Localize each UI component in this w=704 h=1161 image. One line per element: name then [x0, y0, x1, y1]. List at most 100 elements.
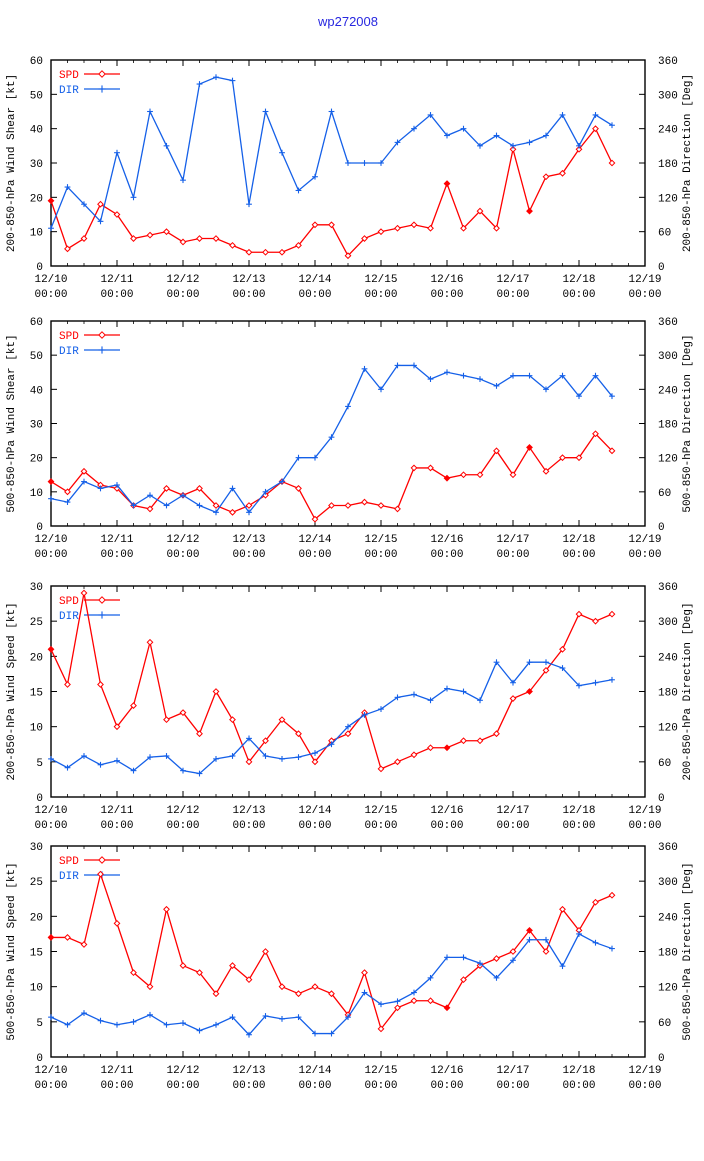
svg-text:200-850-hPa Wind Shear [kt]: 200-850-hPa Wind Shear [kt] — [6, 74, 18, 252]
svg-text:0: 0 — [36, 522, 43, 534]
svg-text:12/12: 12/12 — [166, 1065, 199, 1077]
svg-text:240: 240 — [658, 125, 678, 137]
svg-text:12/12: 12/12 — [166, 274, 199, 286]
svg-text:50: 50 — [30, 90, 43, 102]
svg-text:00:00: 00:00 — [562, 820, 595, 832]
svg-text:200-850-hPa Direction [Deg]: 200-850-hPa Direction [Deg] — [682, 602, 694, 780]
svg-text:360: 360 — [658, 842, 678, 854]
svg-text:00:00: 00:00 — [166, 549, 199, 561]
svg-text:200-850-hPa Direction [Deg]: 200-850-hPa Direction [Deg] — [682, 74, 694, 252]
svg-text:12/16: 12/16 — [430, 534, 463, 546]
svg-text:00:00: 00:00 — [298, 820, 331, 832]
svg-text:00:00: 00:00 — [100, 820, 133, 832]
svg-text:360: 360 — [658, 317, 678, 329]
svg-text:12/19: 12/19 — [628, 1065, 661, 1077]
svg-text:25: 25 — [30, 877, 43, 889]
svg-text:0: 0 — [36, 1053, 43, 1065]
svg-text:30: 30 — [30, 420, 43, 432]
svg-text:12/10: 12/10 — [34, 805, 67, 817]
svg-text:12/11: 12/11 — [100, 805, 133, 817]
svg-text:12/13: 12/13 — [232, 805, 265, 817]
svg-text:12/16: 12/16 — [430, 1065, 463, 1077]
svg-text:00:00: 00:00 — [430, 289, 463, 301]
svg-text:12/16: 12/16 — [430, 805, 463, 817]
svg-text:00:00: 00:00 — [496, 549, 529, 561]
svg-text:12/14: 12/14 — [298, 805, 331, 817]
svg-text:00:00: 00:00 — [34, 549, 67, 561]
svg-text:10: 10 — [30, 983, 43, 995]
svg-text:wp272008: wp272008 — [317, 14, 378, 29]
svg-text:00:00: 00:00 — [628, 820, 661, 832]
svg-text:12/13: 12/13 — [232, 534, 265, 546]
svg-text:12/14: 12/14 — [298, 274, 331, 286]
svg-text:00:00: 00:00 — [562, 289, 595, 301]
svg-text:00:00: 00:00 — [430, 1080, 463, 1092]
svg-text:12/12: 12/12 — [166, 534, 199, 546]
svg-text:12/17: 12/17 — [496, 805, 529, 817]
svg-text:00:00: 00:00 — [364, 289, 397, 301]
svg-text:12/10: 12/10 — [34, 1065, 67, 1077]
svg-text:15: 15 — [30, 688, 43, 700]
svg-text:00:00: 00:00 — [34, 289, 67, 301]
svg-text:00:00: 00:00 — [34, 820, 67, 832]
svg-text:12/11: 12/11 — [100, 1065, 133, 1077]
svg-text:0: 0 — [658, 262, 665, 274]
svg-text:180: 180 — [658, 159, 678, 171]
svg-text:12/19: 12/19 — [628, 805, 661, 817]
svg-text:00:00: 00:00 — [166, 289, 199, 301]
svg-text:12/10: 12/10 — [34, 274, 67, 286]
svg-text:30: 30 — [30, 582, 43, 594]
svg-text:12/11: 12/11 — [100, 534, 133, 546]
svg-text:SPD: SPD — [59, 596, 79, 608]
svg-text:240: 240 — [658, 385, 678, 397]
svg-text:500-850-hPa Direction [Deg]: 500-850-hPa Direction [Deg] — [682, 334, 694, 512]
svg-text:60: 60 — [30, 317, 43, 329]
svg-text:00:00: 00:00 — [364, 1080, 397, 1092]
svg-text:300: 300 — [658, 617, 678, 629]
svg-text:00:00: 00:00 — [100, 1080, 133, 1092]
svg-text:SPD: SPD — [59, 856, 79, 868]
svg-text:00:00: 00:00 — [232, 820, 265, 832]
svg-text:12/18: 12/18 — [562, 274, 595, 286]
svg-text:12/18: 12/18 — [562, 1065, 595, 1077]
svg-text:12/13: 12/13 — [232, 274, 265, 286]
svg-text:12/15: 12/15 — [364, 1065, 397, 1077]
svg-text:12/19: 12/19 — [628, 274, 661, 286]
svg-text:12/15: 12/15 — [364, 274, 397, 286]
svg-text:20: 20 — [30, 912, 43, 924]
svg-text:0: 0 — [36, 262, 43, 274]
svg-text:12/14: 12/14 — [298, 534, 331, 546]
svg-text:DIR: DIR — [59, 611, 79, 623]
svg-text:DIR: DIR — [59, 346, 79, 358]
svg-text:12/17: 12/17 — [496, 534, 529, 546]
svg-text:180: 180 — [658, 420, 678, 432]
svg-text:120: 120 — [658, 454, 678, 466]
svg-text:300: 300 — [658, 877, 678, 889]
svg-text:10: 10 — [30, 723, 43, 735]
svg-text:20: 20 — [30, 652, 43, 664]
svg-text:SPD: SPD — [59, 331, 79, 343]
svg-text:120: 120 — [658, 193, 678, 205]
svg-text:DIR: DIR — [59, 85, 79, 97]
svg-text:00:00: 00:00 — [496, 820, 529, 832]
svg-text:25: 25 — [30, 617, 43, 629]
svg-text:0: 0 — [36, 793, 43, 805]
svg-text:300: 300 — [658, 90, 678, 102]
svg-text:00:00: 00:00 — [166, 820, 199, 832]
svg-text:00:00: 00:00 — [628, 1080, 661, 1092]
svg-text:200-850-hPa Wind Speed [kt]: 200-850-hPa Wind Speed [kt] — [6, 602, 18, 780]
svg-text:500-850-hPa Direction [Deg]: 500-850-hPa Direction [Deg] — [682, 862, 694, 1040]
svg-text:00:00: 00:00 — [34, 1080, 67, 1092]
svg-text:12/15: 12/15 — [364, 805, 397, 817]
svg-text:10: 10 — [30, 228, 43, 240]
svg-text:12/17: 12/17 — [496, 274, 529, 286]
svg-text:5: 5 — [36, 758, 43, 770]
svg-text:60: 60 — [658, 1018, 671, 1030]
svg-text:240: 240 — [658, 912, 678, 924]
svg-text:10: 10 — [30, 488, 43, 500]
svg-text:00:00: 00:00 — [628, 549, 661, 561]
svg-text:00:00: 00:00 — [100, 289, 133, 301]
svg-text:SPD: SPD — [59, 70, 79, 82]
svg-text:120: 120 — [658, 983, 678, 995]
svg-text:12/18: 12/18 — [562, 534, 595, 546]
